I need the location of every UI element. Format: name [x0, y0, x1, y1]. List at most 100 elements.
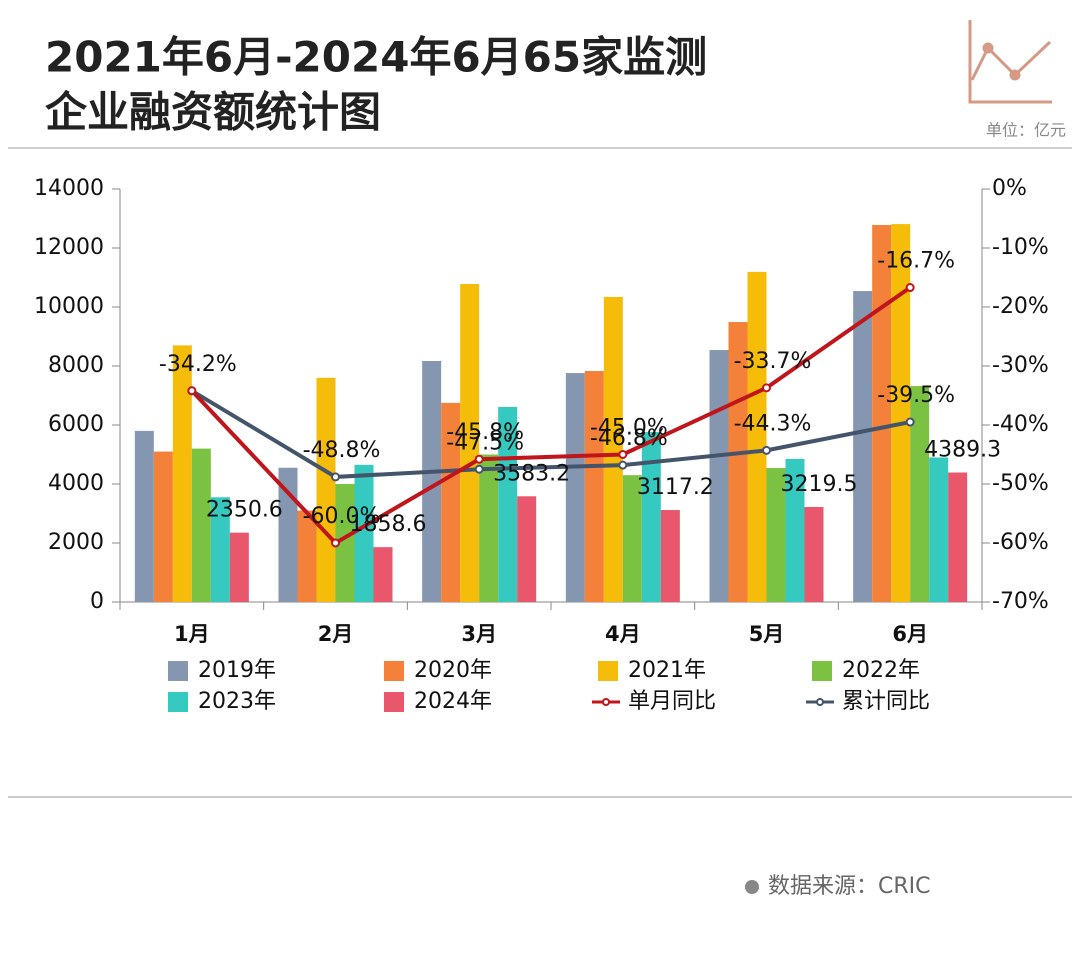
y-tick-label: 14000	[34, 176, 104, 201]
line-point	[618, 450, 628, 459]
bar	[747, 271, 767, 602]
bar	[785, 458, 805, 602]
bar	[191, 448, 211, 602]
bar	[278, 467, 298, 602]
legend-marker	[816, 698, 824, 706]
bar	[153, 451, 173, 602]
bar	[766, 468, 786, 602]
bar	[929, 457, 949, 602]
legend-swatch	[168, 692, 188, 712]
bar	[641, 432, 661, 602]
line-value-label: -48.8%	[303, 438, 381, 463]
bar-value-label: 3219.5	[781, 472, 858, 497]
line-point	[762, 383, 771, 393]
line-value-label: -34.2%	[159, 352, 237, 377]
bar	[460, 283, 480, 602]
y-tick-label: 8000	[48, 353, 104, 378]
y-tick-label: 6000	[48, 412, 104, 437]
bar	[622, 475, 642, 602]
bar	[498, 407, 518, 602]
y2-tick-label: 0%	[992, 176, 1027, 201]
line-point	[331, 538, 340, 548]
bar-value-label: 4389.3	[924, 438, 1001, 463]
x-tick-label: 4月	[605, 622, 641, 646]
x-tick-label: 5月	[749, 622, 785, 646]
bar	[441, 402, 461, 602]
line-value-label: -39.5%	[877, 383, 955, 408]
line-value-label: -44.3%	[734, 411, 812, 436]
legend-label: 单月同比	[628, 689, 716, 714]
y-tick-label: 0	[90, 589, 104, 614]
bar-value-label: 2350.6	[206, 498, 283, 523]
x-tick-label: 3月	[461, 622, 497, 646]
legend-label: 2021年	[628, 658, 706, 683]
legend-label: 2022年	[842, 658, 920, 683]
legend-label: 累计同比	[842, 689, 930, 714]
bar	[373, 547, 393, 602]
bar	[584, 371, 604, 602]
x-tick-label: 1月	[174, 622, 210, 646]
bar	[297, 510, 317, 602]
bar-value-label: 3583.2	[493, 461, 570, 486]
y2-tick-label: -30%	[992, 353, 1049, 378]
line	[190, 389, 911, 479]
bar	[891, 224, 911, 603]
line-point	[187, 386, 197, 396]
bar	[804, 507, 824, 602]
x-tick-label: 6月	[892, 622, 928, 646]
y-tick-label: 2000	[48, 530, 104, 555]
y-tick-label: 4000	[48, 471, 104, 496]
bar	[565, 373, 585, 602]
source: 数据来源：CRIC	[768, 874, 931, 899]
bar-value-label: 3117.2	[637, 475, 714, 500]
bar	[603, 296, 623, 602]
legend-label: 2024年	[414, 689, 492, 714]
bar	[479, 454, 499, 602]
bar	[948, 472, 968, 602]
y2-tick-label: -20%	[992, 294, 1049, 319]
bar	[210, 497, 230, 602]
line-point	[474, 454, 484, 464]
x-tick-label: 2月	[318, 622, 354, 646]
bar	[853, 291, 873, 602]
bar	[660, 510, 680, 602]
bar	[728, 322, 748, 602]
y2-tick-label: -10%	[992, 235, 1049, 260]
line	[190, 285, 912, 546]
line-point	[474, 464, 484, 474]
legend-label: 2020年	[414, 658, 492, 683]
legend-swatch	[812, 661, 832, 681]
line-point	[331, 472, 340, 482]
legend-marker	[602, 698, 610, 706]
line-value-label: -47.5%	[446, 430, 524, 455]
line-value-label: -60.0%	[303, 504, 381, 529]
chart-title: 2021年6月-2024年6月65家监测	[45, 33, 707, 82]
icon	[968, 20, 1052, 104]
legend-label: 2023年	[198, 689, 276, 714]
line-point	[905, 417, 915, 427]
line-value-label: -16.7%	[877, 249, 955, 274]
line-value-label: -46.8%	[590, 426, 668, 451]
line-value-label: -45.8%	[446, 420, 524, 445]
chart-subtitle: 企业融资额统计图	[45, 88, 381, 137]
unit: 单位：亿元	[986, 121, 1066, 140]
y-tick-label: 12000	[34, 235, 104, 260]
y2-tick-label: -70%	[992, 589, 1049, 614]
y2-tick-label: -60%	[992, 530, 1049, 555]
bar	[316, 377, 336, 602]
bar	[229, 532, 249, 602]
bar	[354, 464, 374, 602]
line-value-label: -45.0%	[590, 416, 668, 441]
bar	[910, 386, 930, 602]
line-value-label: -33.7%	[734, 349, 812, 374]
bar	[422, 360, 442, 602]
legend-swatch	[168, 661, 188, 681]
bar-value-label: 1858.6	[350, 512, 427, 537]
y2-tick-label: -50%	[992, 471, 1049, 496]
legend-swatch	[598, 661, 618, 681]
legend-label: 2019年	[198, 658, 276, 683]
bar	[172, 345, 192, 602]
y2-tick-label: -40%	[992, 412, 1049, 437]
bar	[517, 496, 537, 602]
legend-swatch	[384, 692, 404, 712]
